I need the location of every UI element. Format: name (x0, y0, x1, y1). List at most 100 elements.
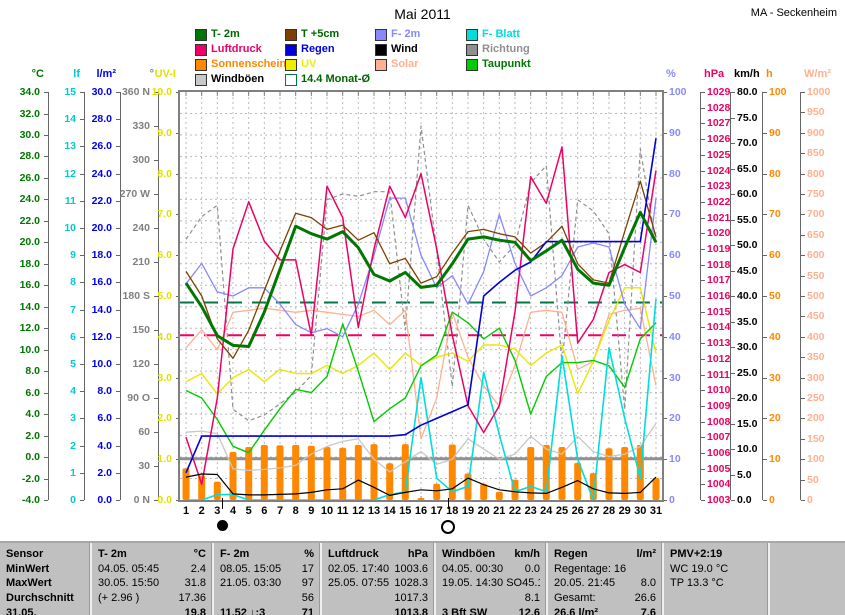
table-cell-row: 08.05. 15:05 17 (220, 562, 314, 577)
axis-tick-label-liter: 22.0 (91, 194, 112, 207)
table-col-empty (768, 543, 845, 615)
axis-tick-label-liter: 2.0 (97, 466, 112, 479)
axis-tick-label-grad: 360 N (121, 86, 150, 98)
bar-sonnenschein (433, 483, 441, 500)
axis-tick-kmh (731, 398, 735, 399)
axis-unit-prozent: % (666, 68, 676, 80)
axis-tick-liter (116, 200, 120, 202)
chart-plot (178, 90, 664, 502)
series-line-f2m (185, 197, 657, 338)
bar-sonnenschein (323, 447, 331, 500)
axis-tick-label-lf: 12 (64, 167, 76, 180)
bar-sonnenschein (245, 447, 253, 500)
series-line-luftdruck (185, 146, 657, 486)
axis-tick-label-wm2: 900 (807, 126, 825, 139)
axis-tick-hpa (701, 280, 705, 282)
axis-tick-celsius (44, 478, 48, 480)
table-cell-row: 26.6 l/m² 7.6 (554, 606, 656, 615)
axis-tick-label-celsius: 0.0 (25, 451, 40, 464)
axis-tick-wm2 (801, 153, 805, 155)
axis-tick-label-celsius: 18.0 (19, 257, 40, 270)
axis-tick-hpa (701, 437, 705, 439)
axis-tick-label-wm2: 600 (807, 249, 825, 262)
axis-tick-wm2 (801, 214, 805, 216)
axis-tick-label-kmh: 0.0 (737, 494, 752, 506)
axis-tick-hpa (701, 296, 705, 297)
bar-sonnenschein (605, 448, 613, 500)
axis-tick-label-prozent: 50 (669, 290, 681, 302)
axis-tick-liter (116, 228, 120, 229)
axis-tick-grad (154, 194, 158, 195)
axis-tick-celsius (44, 414, 48, 416)
legend-label: F- 2m (391, 28, 421, 40)
axis-tick-lf (80, 119, 84, 121)
table-cell-left: WC 19.0 °C (670, 562, 729, 575)
axis-tick-stunden (763, 500, 767, 501)
axis-tick-celsius (44, 92, 48, 93)
series-line-t5cm (185, 180, 657, 359)
axis-tick-label-hpa: 1014 (707, 321, 731, 334)
axis-tick-label-kmh: 80.0 (737, 86, 758, 98)
axis-tick-label-liter: 26.0 (91, 140, 112, 153)
axis-tick-label-liter: 12.0 (91, 330, 112, 343)
axis-tick-label-prozent: 100 (669, 86, 687, 98)
axis-tick-label-lf: 5 (70, 358, 76, 370)
axis-tick-lf (80, 336, 84, 338)
axis-tick-hpa (701, 139, 705, 141)
axis-tick-hpa (701, 217, 705, 219)
axis-tick-label-stunden: 40 (769, 330, 781, 343)
bar-sonnenschein (339, 447, 347, 500)
table-cell-row: 56 (220, 591, 314, 606)
legend-swatch-taupunkt (466, 59, 478, 71)
axis-tick-label-grad: 210 (132, 256, 150, 268)
table-col-title: Luftdruck (328, 548, 379, 560)
table-col-pmv-2-19: PMV+2:19 WC 19.0 °C TP 13.3 °C (662, 543, 768, 615)
table-cell-row: Regentage: 16 (554, 562, 656, 577)
axis-tick-label-lf: 14 (64, 113, 76, 126)
table-cell-value: 1013.8 (394, 606, 428, 615)
axis-tick-lf (80, 500, 84, 501)
axis-tick-label-celsius: 16.0 (19, 279, 40, 292)
axis-tick-label-celsius: 10.0 (19, 343, 40, 356)
axis-tick-label-hpa: 1011 (707, 368, 730, 381)
axis-tick-hpa (701, 358, 705, 360)
axis-tick-grad (154, 432, 158, 433)
table-cell-value: 31.8 (184, 577, 206, 590)
axis-tick-label-uvi: 9.0 (157, 126, 172, 139)
axis-tick-label-hpa: 1013 (707, 337, 731, 350)
axis-tick-label-lf: 0 (70, 494, 76, 506)
axis-tick-celsius (44, 156, 48, 158)
axis-tick-hpa (701, 201, 705, 203)
axis-tick-wm2 (801, 275, 805, 277)
day-label-30: 30 (634, 505, 647, 517)
axis-tick-kmh (731, 117, 735, 119)
day-label-23: 23 (524, 505, 537, 517)
axis-tick-label-liter: 0.0 (97, 494, 112, 506)
table-row-label: Sensor (6, 548, 44, 560)
axis-tick-label-celsius: 22.0 (19, 214, 40, 227)
axis-tick-label-celsius: 14.0 (19, 300, 40, 313)
axis-tick-label-stunden: 80 (769, 167, 781, 180)
axis-tick-label-prozent: 10 (669, 453, 681, 466)
moon-stem (447, 498, 449, 509)
axis-tick-liter (116, 364, 120, 365)
axis-tick-label-stunden: 0 (769, 494, 775, 506)
table-cell-value: 1028.3 (394, 577, 428, 590)
axis-tick-kmh (731, 321, 735, 323)
series-line-taupunkt (185, 311, 657, 454)
axis-tick-label-lf: 6 (70, 330, 76, 343)
axis-tick-label-uvi: 6.0 (157, 249, 172, 262)
table-cell-row: 04.05. 05:45 2.4 (98, 562, 206, 577)
table-cell-left: Regentage: 16 (554, 562, 627, 575)
axis-tick-label-uvi: 8.0 (157, 167, 172, 180)
table-cell-value: 7.6 (640, 606, 656, 615)
axis-tick-label-lf: 1 (70, 466, 76, 479)
axis-tick-label-hpa: 1021 (707, 211, 731, 224)
axis-tick-label-celsius: -4.0 (21, 494, 40, 506)
axis-tick-label-hpa: 1005 (707, 462, 731, 475)
axis-tick-label-wm2: 450 (807, 310, 825, 323)
axis-line-stunden (762, 92, 763, 500)
axis-tick-kmh (731, 168, 735, 170)
axis-unit-kmh: km/h (734, 68, 760, 80)
day-label-17: 17 (430, 505, 443, 517)
